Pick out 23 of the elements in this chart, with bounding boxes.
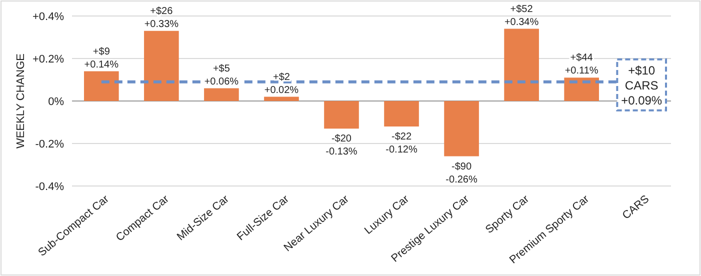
bar [504,28,539,101]
data-label: +$44 +0.11% [564,52,598,77]
data-label: +$2 +0.02% [264,72,299,96]
data-label: +$26 +0.33% [144,6,179,30]
bar [384,101,419,126]
data-label: -$22 -0.12% [386,132,418,156]
bar [444,101,479,156]
y-axis-title: WEEKLY CHANGE [15,54,27,148]
bar [204,88,239,101]
bar [564,78,599,101]
data-label: -$90 -0.26% [446,161,478,186]
y-tick-label: +0.4% [32,10,64,23]
bar [84,71,119,101]
y-tick-label: +0.2% [32,53,64,66]
y-tick-label: 0% [48,96,64,108]
bar [144,30,179,101]
data-label: -$20 -0.13% [326,134,358,158]
bar [324,101,359,129]
bar [264,96,299,101]
data-label: +$52 +0.34% [504,4,539,28]
data-label: +$9 +0.14% [84,46,119,70]
y-tick-label: -0.4% [35,180,64,193]
y-tick-label: -0.2% [35,138,64,150]
